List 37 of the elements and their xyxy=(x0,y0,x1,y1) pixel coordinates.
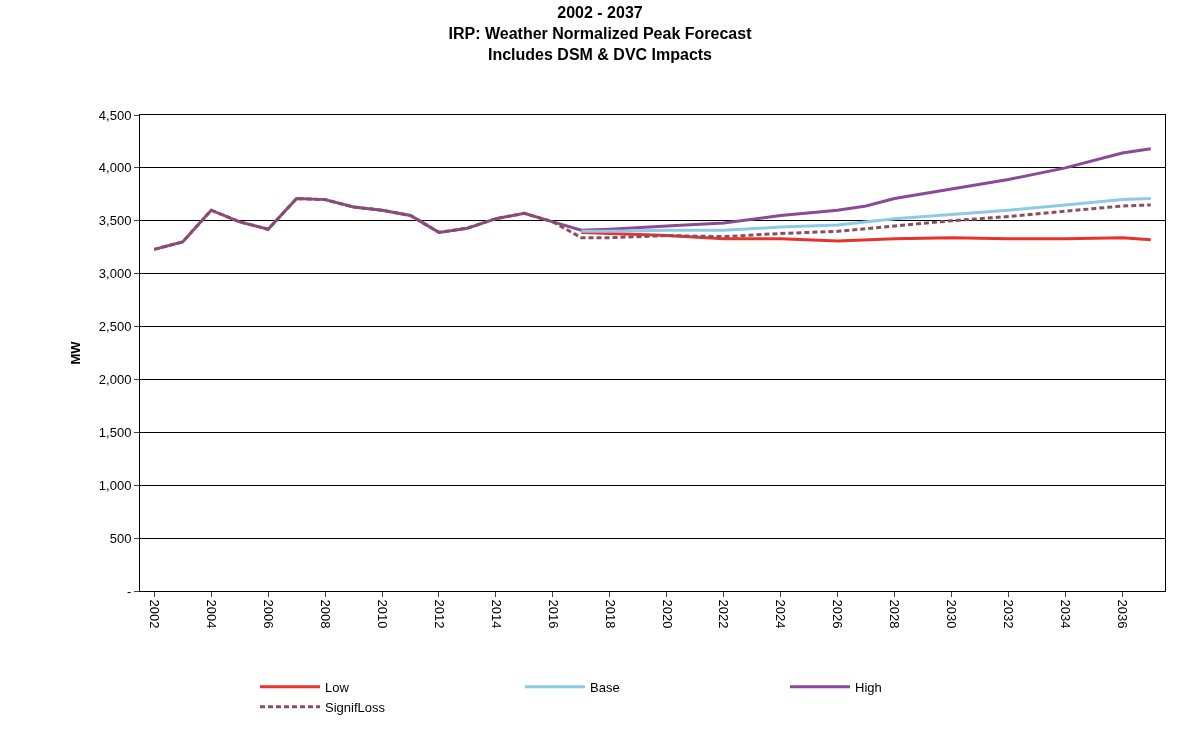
line-series xyxy=(579,197,1153,233)
x-tick-label: 2024 xyxy=(773,599,789,629)
legend-label: Base xyxy=(590,679,620,695)
y-tick-label: 3,000 xyxy=(98,266,132,282)
legend-label: Low xyxy=(325,679,350,695)
chart-title: 2002 - 2037 IRP: Weather Normalized Peak Forecast Includes DSM & DVC Impacts xyxy=(448,4,753,63)
y-tick-label: 1,500 xyxy=(98,424,132,440)
y-axis-title: MW xyxy=(67,340,83,365)
legend-label: High xyxy=(855,679,882,695)
x-tick-label: 2030 xyxy=(944,599,960,629)
y-tick-label: 2,500 xyxy=(98,319,132,335)
x-tick-label: 2032 xyxy=(1001,599,1017,629)
y-tick-label: 4,000 xyxy=(98,160,132,176)
x-tick-label: 2014 xyxy=(488,599,504,629)
x-tick-label: 2006 xyxy=(260,599,276,629)
line-series xyxy=(152,197,1153,251)
x-tick-label: 2020 xyxy=(659,599,675,629)
y-tick-label: 1,000 xyxy=(98,477,132,493)
legend-label: SignifLoss xyxy=(325,699,386,715)
y-tick-label: 3,500 xyxy=(98,213,132,229)
x-tick-label: 2018 xyxy=(602,599,618,629)
x-tick-label: 2010 xyxy=(374,599,390,629)
x-tick-label: 2036 xyxy=(1115,599,1131,629)
x-tick-label: 2012 xyxy=(431,599,447,629)
x-tick-label: 2004 xyxy=(203,599,219,629)
y-tick-label: 500 xyxy=(109,530,132,546)
x-tick-label: 2028 xyxy=(887,599,903,629)
x-tick-label: 2022 xyxy=(716,599,732,629)
y-tick-label: 4,500 xyxy=(98,107,132,123)
x-tick-label: 2002 xyxy=(147,599,163,629)
y-tick-label: 2,000 xyxy=(98,371,132,387)
x-tick-label: 2008 xyxy=(317,599,333,629)
x-tick-label: 2026 xyxy=(830,599,846,629)
y-tick-label: - xyxy=(127,583,132,599)
line-series xyxy=(579,230,1153,243)
x-tick-label: 2016 xyxy=(545,599,561,629)
x-tick-label: 2034 xyxy=(1058,599,1074,629)
